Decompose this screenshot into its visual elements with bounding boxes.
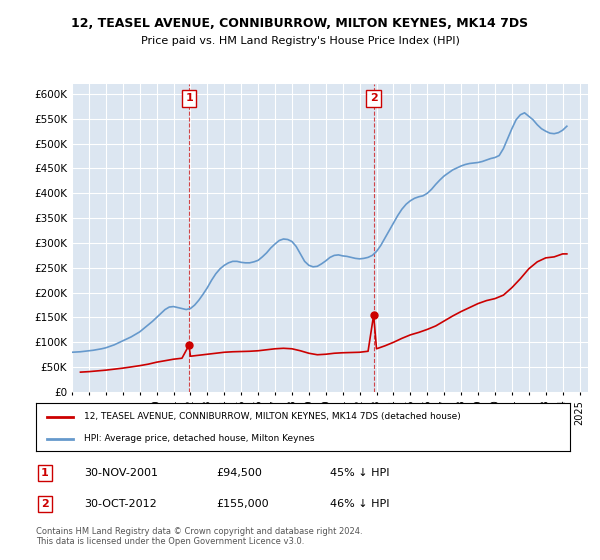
Text: 2: 2 bbox=[41, 499, 49, 509]
Text: 30-NOV-2001: 30-NOV-2001 bbox=[84, 468, 158, 478]
Text: 1: 1 bbox=[41, 468, 49, 478]
Text: £155,000: £155,000 bbox=[216, 499, 269, 509]
Text: Contains HM Land Registry data © Crown copyright and database right 2024.
This d: Contains HM Land Registry data © Crown c… bbox=[36, 526, 362, 546]
Text: 45% ↓ HPI: 45% ↓ HPI bbox=[330, 468, 389, 478]
Text: 1: 1 bbox=[185, 93, 193, 103]
Text: Price paid vs. HM Land Registry's House Price Index (HPI): Price paid vs. HM Land Registry's House … bbox=[140, 36, 460, 46]
Text: HPI: Average price, detached house, Milton Keynes: HPI: Average price, detached house, Milt… bbox=[84, 435, 314, 444]
Text: 12, TEASEL AVENUE, CONNIBURROW, MILTON KEYNES, MK14 7DS: 12, TEASEL AVENUE, CONNIBURROW, MILTON K… bbox=[71, 17, 529, 30]
Text: £94,500: £94,500 bbox=[216, 468, 262, 478]
Text: 46% ↓ HPI: 46% ↓ HPI bbox=[330, 499, 389, 509]
Text: 12, TEASEL AVENUE, CONNIBURROW, MILTON KEYNES, MK14 7DS (detached house): 12, TEASEL AVENUE, CONNIBURROW, MILTON K… bbox=[84, 412, 461, 421]
Text: 2: 2 bbox=[370, 93, 377, 103]
Text: 30-OCT-2012: 30-OCT-2012 bbox=[84, 499, 157, 509]
